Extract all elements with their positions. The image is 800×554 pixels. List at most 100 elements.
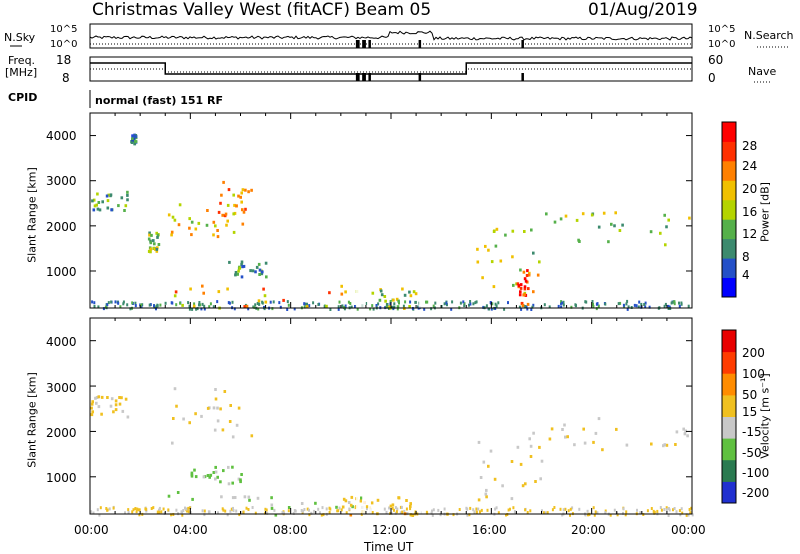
power-scatter-point bbox=[384, 299, 387, 303]
velocity-scatter-point bbox=[486, 508, 489, 512]
power-scatter-point bbox=[233, 307, 236, 311]
power-cbar-tick: 16 bbox=[742, 205, 758, 219]
velocity-scatter-point bbox=[171, 441, 174, 445]
power-scatter-point bbox=[493, 229, 496, 233]
power-scatter-point bbox=[518, 305, 521, 309]
power-cbar-tick: 4 bbox=[742, 268, 750, 282]
velocity-scatter-point bbox=[414, 510, 417, 514]
velocity-scatter-point bbox=[383, 507, 386, 511]
velocity-scatter-point bbox=[411, 514, 415, 517]
velocity-scatter-point bbox=[562, 508, 565, 512]
velocity-scatter-point bbox=[287, 509, 290, 513]
power-scatter-point bbox=[240, 200, 243, 204]
power-scatter-point bbox=[192, 304, 196, 308]
power-scatter-point bbox=[396, 305, 400, 309]
power-scatter-point bbox=[92, 208, 96, 212]
power-scatter-point bbox=[614, 211, 617, 215]
power-scatter-point bbox=[97, 305, 100, 309]
power-scatter-point bbox=[245, 304, 249, 308]
velocity-scatter-point bbox=[239, 478, 242, 482]
velocity-scatter-point bbox=[431, 509, 433, 513]
velocity-scatter-point bbox=[181, 513, 184, 517]
power-scatter-point bbox=[402, 304, 405, 308]
power-scatter-point bbox=[365, 302, 368, 305]
power-scatter-point bbox=[106, 199, 110, 203]
velocity-scatter-point bbox=[227, 482, 231, 486]
velocity-scatter-point bbox=[516, 445, 520, 449]
power-scatter-point bbox=[369, 307, 372, 311]
xtick-label: 00:00 bbox=[74, 523, 109, 537]
power-scatter-point bbox=[206, 209, 209, 212]
velocity-scatter-point bbox=[497, 511, 500, 515]
power-scatter-point bbox=[564, 214, 568, 218]
velocity-scatter-point bbox=[194, 412, 197, 416]
velocity-scatter-point bbox=[371, 511, 374, 514]
power-scatter-point bbox=[153, 304, 155, 308]
power-scatter-point bbox=[511, 255, 514, 259]
power-scatter-point bbox=[258, 268, 262, 272]
velocity-scatter-point bbox=[247, 508, 250, 511]
power-scatter-point bbox=[530, 308, 533, 311]
power-scatter-point bbox=[468, 303, 470, 307]
power-scatter-point bbox=[124, 204, 128, 208]
velocity-scatter-point bbox=[690, 506, 693, 510]
velocity-scatter-point bbox=[479, 510, 481, 514]
power-scatter-point bbox=[338, 300, 341, 304]
velocity-scatter-point bbox=[389, 504, 393, 508]
power-scatter-point bbox=[490, 260, 494, 264]
power-scatter-point bbox=[134, 134, 137, 138]
power-scatter-point bbox=[354, 305, 356, 308]
velocity-scatter-point bbox=[175, 508, 178, 512]
power-scatter-point bbox=[543, 303, 546, 307]
power-scatter-point bbox=[208, 305, 211, 309]
power-scatter-point bbox=[485, 304, 488, 308]
power-scatter-point bbox=[323, 305, 326, 309]
velocity-scatter-point bbox=[521, 484, 525, 488]
velocity-scatter-point bbox=[650, 507, 653, 510]
noise-gap-marker bbox=[521, 40, 524, 48]
power-scatter-point bbox=[149, 250, 152, 254]
velocity-scatter-point bbox=[388, 506, 391, 510]
power-scatter-point bbox=[231, 300, 234, 304]
power-scatter-point bbox=[156, 235, 159, 239]
noise-tick-top: 10^5 bbox=[50, 24, 78, 35]
power-scatter-point bbox=[560, 305, 563, 309]
power-scatter-point bbox=[532, 290, 535, 294]
power-scatter-point bbox=[488, 307, 491, 311]
power-scatter-point bbox=[340, 292, 344, 296]
power-scatter-point bbox=[592, 302, 594, 306]
velocity-scatter-point bbox=[256, 496, 260, 500]
power-scatter-point bbox=[670, 301, 673, 305]
velocity-scatter-point bbox=[344, 499, 348, 503]
power-scatter-point bbox=[263, 294, 267, 298]
power-scatter-point bbox=[575, 218, 579, 222]
velocity-scatter-point bbox=[376, 498, 380, 502]
power-scatter-point bbox=[261, 301, 264, 305]
power-scatter-point bbox=[545, 212, 548, 216]
velocity-scatter-point bbox=[317, 507, 320, 511]
velocity-scatter-point bbox=[593, 513, 596, 517]
power-scatter-point bbox=[224, 212, 228, 216]
freq-gap-marker bbox=[418, 73, 422, 81]
velocity-scatter-point bbox=[526, 511, 529, 514]
velocity-scatter-point bbox=[270, 496, 273, 500]
velocity-scatter-point bbox=[656, 509, 659, 513]
velocity-scatter-point bbox=[689, 511, 692, 515]
velocity-scatter-point bbox=[477, 498, 481, 502]
power-scatter-point bbox=[190, 233, 193, 237]
freq-label: Freq. bbox=[8, 54, 36, 67]
power-scatter-point bbox=[264, 261, 268, 265]
power-scatter-point bbox=[122, 300, 125, 304]
power-cbar-label: Power [dB] bbox=[758, 182, 772, 242]
velocity-scatter-point bbox=[396, 507, 399, 511]
velocity-scatter-point bbox=[680, 507, 683, 511]
velocity-scatter-point bbox=[529, 509, 532, 513]
velocity-scatter-point bbox=[120, 396, 123, 400]
velocity-scatter-point bbox=[394, 506, 397, 510]
power-scatter-point bbox=[110, 208, 113, 212]
power-scatter-point bbox=[379, 289, 383, 293]
freq-gap-marker bbox=[355, 73, 360, 81]
power-scatter-point bbox=[389, 302, 392, 306]
power-scatter-point bbox=[203, 307, 206, 311]
power-scatter-point bbox=[519, 286, 523, 290]
